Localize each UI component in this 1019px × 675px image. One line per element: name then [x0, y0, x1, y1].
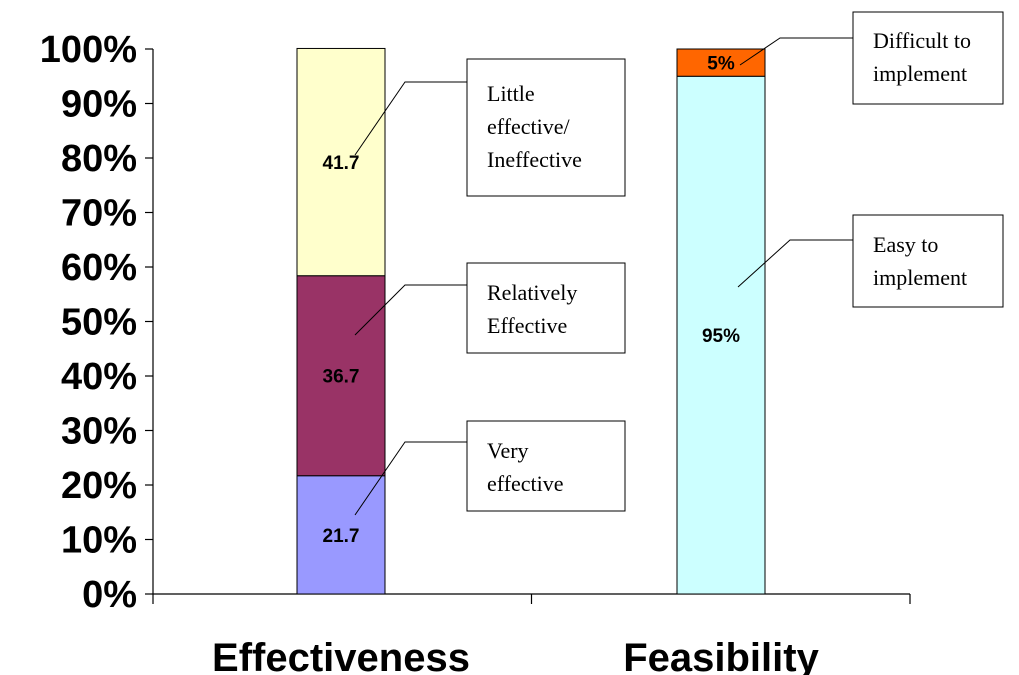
callout-label: Very — [487, 438, 529, 463]
y-tick-label: 90% — [61, 84, 137, 126]
bar-segment — [296, 475, 386, 595]
callout-leader-line — [354, 81, 467, 156]
callout-box — [466, 58, 626, 197]
y-axis: 0% 10% 20% 30% 40% 50% 60% 70% 80% 90% 100% — [40, 29, 154, 616]
y-tick-label: 80% — [61, 138, 137, 180]
y-tick-label: 60% — [61, 247, 137, 289]
data-label: 21.7 — [323, 526, 360, 547]
callout-label: implement — [873, 265, 967, 290]
data-label: 36.7 — [323, 367, 360, 388]
callout-box — [852, 214, 1004, 308]
y-tick-label: 40% — [61, 356, 137, 398]
callout-label: Relatively — [487, 280, 577, 305]
callout-label: effective — [487, 471, 564, 496]
callout-leader-line — [739, 37, 853, 66]
callout-label: Ineffective — [487, 147, 582, 172]
data-label: 5% — [707, 54, 735, 75]
y-tick-label: 100% — [40, 29, 137, 71]
x-axis: Effectiveness Feasibility — [152, 593, 911, 675]
callout-box — [466, 420, 626, 512]
bar-segment — [296, 275, 386, 477]
callout-label: effective/ — [487, 114, 571, 139]
y-tick-label: 30% — [61, 411, 137, 453]
y-tick-label: 70% — [61, 193, 137, 235]
callout-leader-line — [354, 284, 467, 336]
bar-segment — [296, 47, 386, 277]
data-label: 41.7 — [323, 153, 360, 174]
callout-leader-line — [354, 441, 467, 516]
y-tick-label: 20% — [61, 465, 137, 507]
y-tick-label: 10% — [61, 520, 137, 562]
callouts: Little effective/Ineffective Relatively Eff… — [354, 11, 1004, 516]
bars: 21.7 36.7 41.7 95% 5% — [296, 47, 766, 595]
callout-leader-line — [737, 239, 853, 288]
y-tick-label: 0% — [82, 574, 137, 616]
callout-box — [466, 262, 626, 354]
bar-segment — [676, 48, 766, 77]
data-label: 95% — [702, 326, 740, 347]
x-category-label: Effectiveness — [212, 636, 470, 675]
callout-label: Effective — [487, 313, 567, 338]
x-category-label: Feasibility — [623, 636, 819, 675]
callout-label: implement — [873, 61, 967, 86]
callout-box — [852, 11, 1004, 105]
callout-label: Little — [487, 81, 535, 106]
y-tick-label: 50% — [61, 302, 137, 344]
callout-label: Easy to — [873, 232, 938, 257]
callout-label: Difficult to — [873, 28, 971, 53]
